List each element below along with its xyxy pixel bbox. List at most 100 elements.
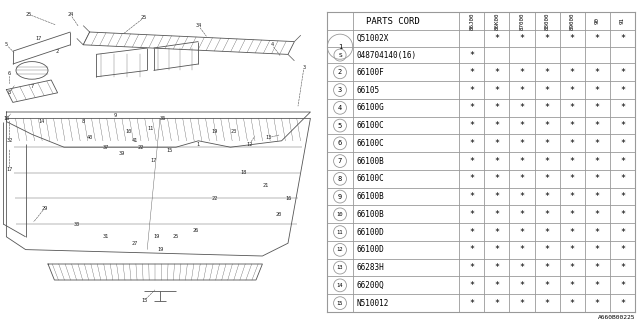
Text: *: * [620, 68, 625, 77]
Text: 2: 2 [338, 69, 342, 75]
Text: 10: 10 [337, 212, 343, 217]
Text: *: * [620, 210, 625, 219]
Text: N510012: N510012 [356, 299, 388, 308]
Text: *: * [469, 103, 474, 112]
Text: 86K00: 86K00 [494, 12, 499, 30]
Text: *: * [595, 174, 600, 183]
Text: 11: 11 [337, 230, 343, 235]
Text: *: * [620, 192, 625, 201]
Text: *: * [595, 281, 600, 290]
Text: *: * [469, 210, 474, 219]
Text: *: * [620, 34, 625, 43]
Text: 1: 1 [338, 44, 342, 50]
Text: 66100C: 66100C [356, 174, 384, 183]
Text: 7: 7 [31, 84, 33, 89]
Text: 6: 6 [8, 71, 11, 76]
Text: *: * [595, 139, 600, 148]
Text: *: * [545, 68, 550, 77]
Text: 19: 19 [154, 234, 160, 239]
Text: 30: 30 [74, 221, 80, 227]
Text: *: * [494, 139, 499, 148]
Text: *: * [494, 85, 499, 94]
Text: 7: 7 [338, 158, 342, 164]
Text: 86J00: 86J00 [469, 12, 474, 30]
Text: 15: 15 [337, 300, 343, 306]
Text: *: * [570, 245, 575, 254]
Text: 8: 8 [82, 119, 84, 124]
Text: 66100B: 66100B [356, 156, 384, 165]
Text: 12: 12 [337, 247, 343, 252]
Text: *: * [520, 34, 524, 43]
Text: 19: 19 [157, 247, 163, 252]
Text: 20: 20 [275, 212, 282, 217]
Text: *: * [620, 139, 625, 148]
Text: *: * [595, 121, 600, 130]
Text: *: * [570, 281, 575, 290]
Text: *: * [545, 139, 550, 148]
Text: 2: 2 [56, 49, 59, 54]
Text: 66105: 66105 [356, 85, 380, 94]
Text: *: * [545, 121, 550, 130]
Text: 5: 5 [338, 123, 342, 129]
Text: 11: 11 [147, 125, 154, 131]
Text: 18: 18 [240, 170, 246, 175]
Text: *: * [570, 210, 575, 219]
Text: 66100B: 66100B [356, 192, 384, 201]
Text: *: * [545, 85, 550, 94]
Text: *: * [595, 34, 600, 43]
Text: 26: 26 [192, 228, 198, 233]
Text: *: * [469, 263, 474, 272]
Text: 23: 23 [230, 129, 237, 134]
Text: *: * [494, 263, 499, 272]
Text: 37: 37 [102, 145, 109, 150]
Text: *: * [595, 192, 600, 201]
Text: *: * [620, 281, 625, 290]
Text: 41: 41 [131, 138, 138, 143]
Text: 29: 29 [42, 205, 48, 211]
Text: *: * [570, 174, 575, 183]
Text: 22: 22 [211, 196, 218, 201]
Text: 9: 9 [114, 113, 116, 118]
Text: *: * [545, 245, 550, 254]
Text: 34: 34 [195, 23, 202, 28]
Text: 19: 19 [211, 129, 218, 134]
Text: 13: 13 [337, 265, 343, 270]
Text: 66200Q: 66200Q [356, 281, 384, 290]
Text: *: * [469, 121, 474, 130]
Text: 14: 14 [337, 283, 343, 288]
Text: PARTS CORD: PARTS CORD [366, 17, 420, 26]
Text: *: * [545, 299, 550, 308]
Text: 66100C: 66100C [356, 139, 384, 148]
Text: *: * [595, 263, 600, 272]
Text: 21: 21 [262, 183, 269, 188]
Text: 13: 13 [266, 135, 272, 140]
Text: *: * [595, 228, 600, 236]
Text: *: * [595, 245, 600, 254]
Text: A660B00225: A660B00225 [598, 315, 635, 320]
Text: 66100C: 66100C [356, 121, 384, 130]
Text: *: * [520, 299, 524, 308]
Text: 12: 12 [246, 141, 253, 147]
Text: 22: 22 [138, 145, 144, 150]
Text: 1: 1 [197, 141, 200, 147]
Text: 17: 17 [35, 36, 42, 41]
Text: 4: 4 [338, 105, 342, 111]
Text: *: * [520, 263, 524, 272]
Text: *: * [494, 68, 499, 77]
Text: *: * [469, 281, 474, 290]
Text: *: * [620, 299, 625, 308]
Text: 25: 25 [26, 12, 32, 17]
Text: *: * [595, 299, 600, 308]
Text: *: * [494, 210, 499, 219]
Text: *: * [469, 192, 474, 201]
Text: 27: 27 [131, 241, 138, 246]
Text: 39: 39 [118, 151, 125, 156]
Text: *: * [469, 85, 474, 94]
Text: *: * [520, 121, 524, 130]
Text: *: * [545, 210, 550, 219]
Text: *: * [520, 192, 524, 201]
Text: *: * [620, 121, 625, 130]
Text: *: * [520, 85, 524, 94]
Text: *: * [494, 299, 499, 308]
Text: 17: 17 [6, 167, 13, 172]
